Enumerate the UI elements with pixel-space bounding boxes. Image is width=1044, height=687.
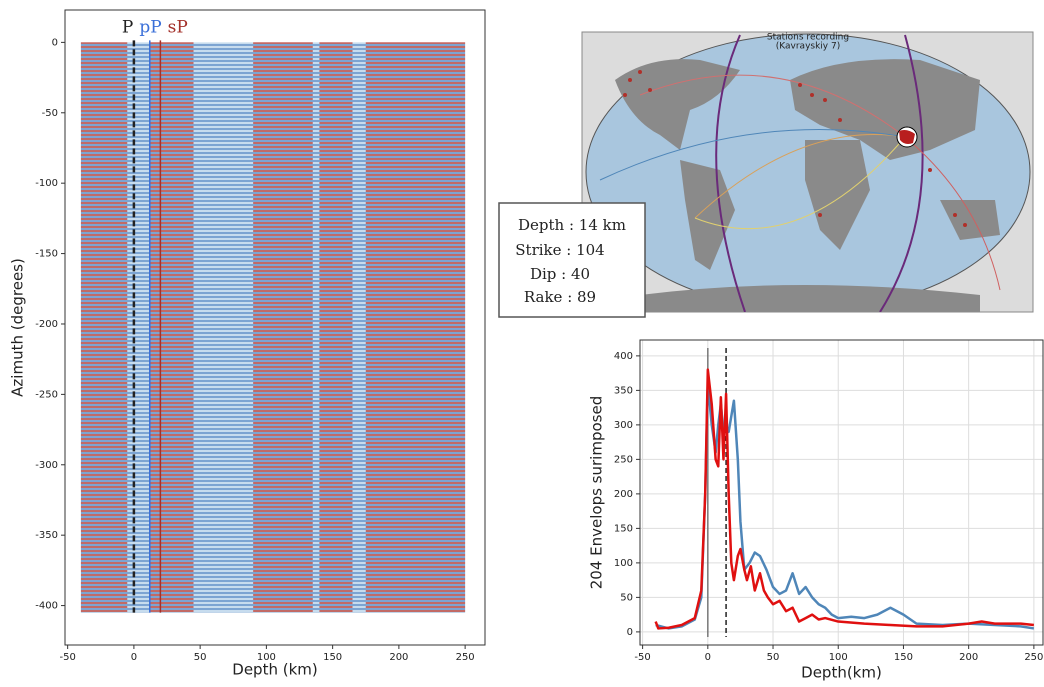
y-tick-label: 150 (614, 523, 633, 534)
x-tick-label: -50 (634, 652, 650, 663)
continent (790, 59, 980, 160)
ray-path (599, 128, 906, 181)
continent (940, 200, 1000, 240)
y-tick-label: -400 (35, 601, 58, 612)
info-line: Rake : 89 (524, 288, 596, 306)
y-tick-label: -250 (35, 389, 58, 400)
ray-path (639, 74, 906, 138)
info-line: Strike : 104 (515, 241, 604, 259)
continent (805, 140, 870, 250)
y-tick-label: 200 (614, 489, 633, 500)
y-tick-label: -50 (42, 108, 58, 119)
y-tick-label: 400 (614, 351, 633, 362)
x-tick-label: 50 (767, 652, 780, 663)
map-title: Stations recording (767, 33, 849, 43)
x-tick-label: -50 (59, 652, 75, 663)
x-tick-label: 100 (257, 652, 276, 663)
x-tick-label: 150 (894, 652, 913, 663)
series-line (654, 368, 1035, 630)
phase-label: sP (168, 18, 188, 38)
x-tick-label: 200 (959, 652, 978, 663)
y-tick-label: -100 (35, 178, 58, 189)
stations (623, 70, 967, 227)
x-axis-label: Depth (km) (232, 661, 317, 679)
red-zone (80, 42, 128, 613)
y-tick-label: -150 (35, 249, 58, 260)
info-line: Depth : 14 km (518, 216, 626, 234)
y-tick-label: -300 (35, 460, 58, 471)
continent (640, 285, 980, 312)
x-tick-label: 250 (1024, 652, 1043, 663)
x-tick-label: 250 (456, 652, 475, 663)
info-line: Dip : 40 (530, 265, 590, 283)
x-tick-label: 150 (323, 652, 342, 663)
nodal-line (879, 34, 924, 312)
info-box: Depth : 14 km Strike : 104 Dip : 40 Rake… (498, 202, 646, 318)
red-zone (319, 42, 353, 613)
continent (680, 160, 735, 270)
map-panel: Stations recording (Kavrayskiy 7) (581, 31, 1034, 313)
red-zone (365, 42, 466, 613)
plot-frame (639, 339, 1044, 646)
ray-path (904, 136, 1001, 291)
y-tick-label: 350 (614, 385, 633, 396)
y-tick-label: -350 (35, 530, 58, 541)
red-zone (149, 42, 194, 613)
y-tick-label: 50 (620, 592, 633, 603)
phase-label: pP (139, 18, 161, 38)
y-tick-label: 250 (614, 454, 633, 465)
map-subtitle: (Kavrayskiy 7) (776, 42, 840, 52)
x-tick-label: 0 (705, 652, 711, 663)
y-axis-label: Azimuth (degrees) (9, 258, 27, 397)
phase-label: P (122, 18, 133, 38)
ray-path (694, 134, 906, 219)
nodal-line (715, 34, 746, 312)
red-zone (253, 42, 313, 613)
info-frame (498, 202, 646, 318)
plot-frame (64, 9, 486, 646)
x-tick-label: 50 (194, 652, 207, 663)
ray-path (694, 136, 906, 230)
y-tick-label: 300 (614, 420, 633, 431)
y-tick-label: -200 (35, 319, 58, 330)
x-tick-label: 200 (389, 652, 408, 663)
continent (615, 59, 740, 150)
x-axis-label: Depth(km) (801, 664, 882, 682)
y-tick-label: 0 (627, 627, 633, 638)
y-axis-label: 204 Envelops surimposed (588, 396, 606, 589)
x-tick-label: 100 (829, 652, 848, 663)
beachball-fill (899, 130, 915, 144)
x-tick-label: 0 (131, 652, 137, 663)
y-tick-label: 100 (614, 558, 633, 569)
y-tick-label: 0 (52, 37, 58, 48)
